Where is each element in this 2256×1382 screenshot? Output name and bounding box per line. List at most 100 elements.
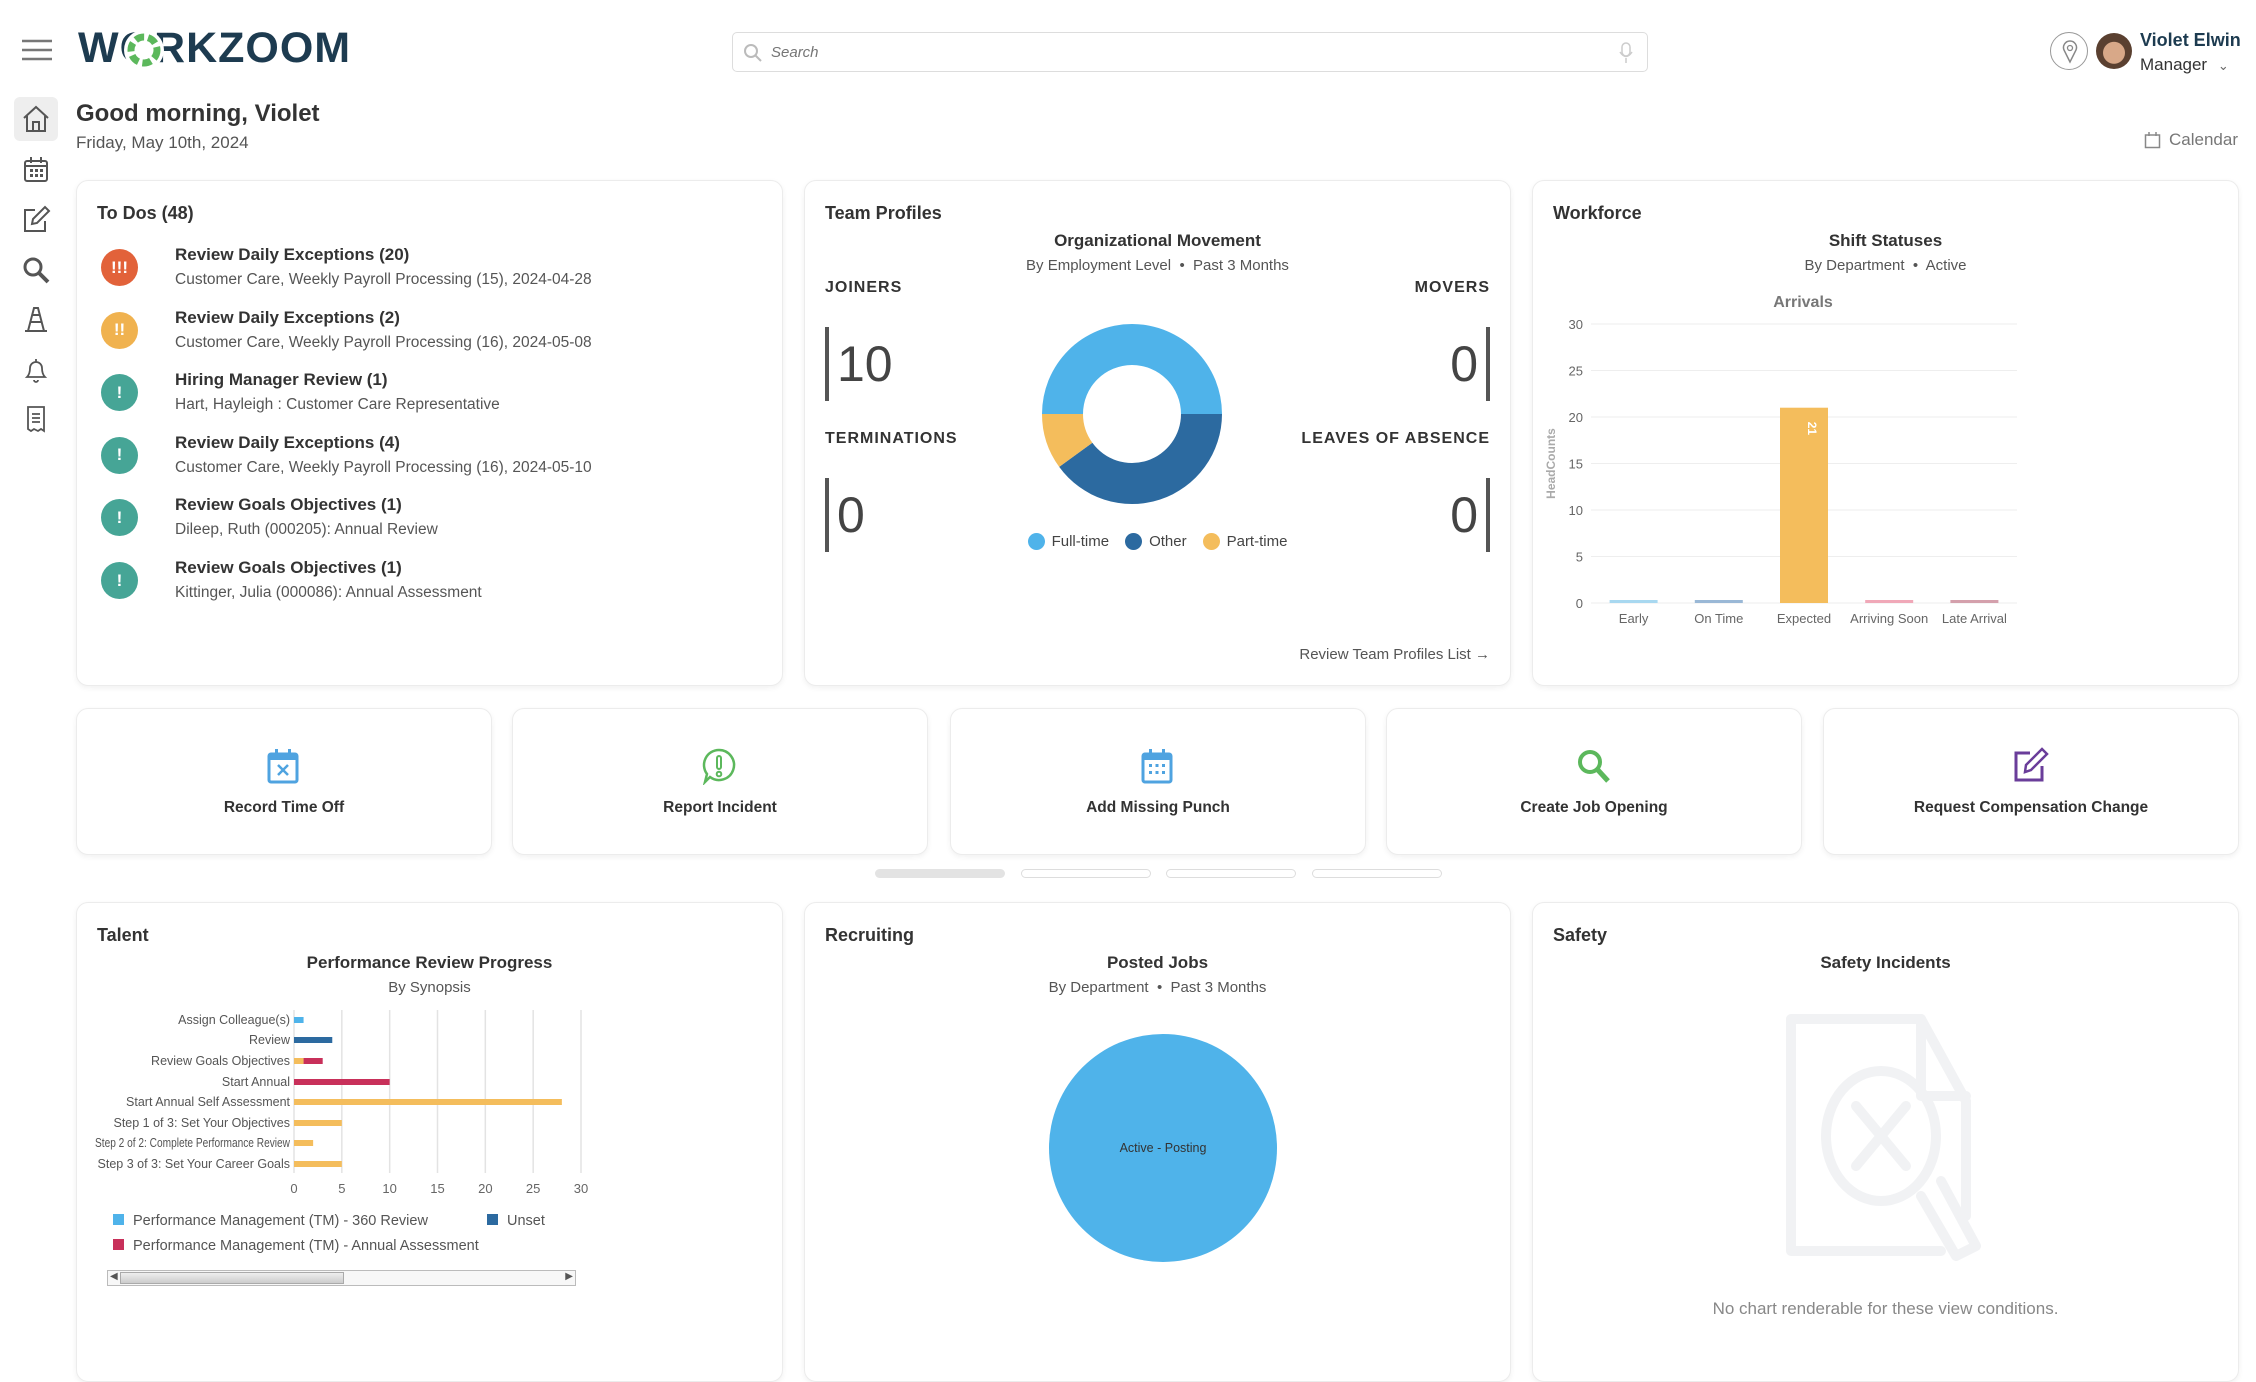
todo-item[interactable]: ! Review Goals Objectives (1) Kittinger,… — [97, 558, 757, 612]
edit-icon — [24, 205, 51, 232]
card-title: Safety — [1553, 925, 1608, 945]
legend-item[interactable]: Other — [1125, 533, 1187, 550]
terminations-value[interactable]: 0 — [825, 478, 865, 552]
quick-action-report-incident[interactable]: Report Incident — [512, 708, 928, 855]
scroll-left-arrow[interactable]: ◀ — [110, 1271, 118, 1282]
search-icon — [1578, 749, 1610, 783]
sidebar-item-reports[interactable] — [14, 397, 58, 441]
user-name: Violet Elwin — [2140, 30, 2241, 50]
pie-slice-active-posting — [1049, 1034, 1277, 1262]
quick-action-add-missing-punch[interactable]: Add Missing Punch — [950, 708, 1366, 855]
legend-label: Other — [1149, 533, 1187, 550]
card-title: Recruiting — [825, 925, 915, 945]
review-team-profiles-link[interactable]: Review Team Profiles List → — [1299, 646, 1490, 663]
x-tick-label: 0 — [290, 1181, 297, 1196]
carousel-page-indicator[interactable] — [1311, 869, 1442, 878]
todo-item[interactable]: !!! Review Daily Exceptions (20) Custome… — [97, 245, 757, 299]
logo: WORKZOOM — [78, 24, 350, 74]
posted-jobs-pie-chart: Active - Posting — [1049, 1034, 1277, 1262]
sidebar-item-notifications[interactable] — [14, 348, 58, 392]
pie-label: Active - Posting — [1120, 1141, 1207, 1155]
y-tick-label: 5 — [1576, 550, 1583, 565]
quick-action-record-time-off[interactable]: Record Time Off — [76, 708, 492, 855]
y-category-label: Step 2 of 2: Complete Performance Review — [95, 1136, 291, 1150]
safety-card: Safety Safety Incidents No chart rendera… — [1532, 902, 2239, 1382]
horizontal-scrollbar[interactable]: ◀ ▶ — [107, 1270, 576, 1286]
empty-chart-message: No chart renderable for these view condi… — [1712, 1299, 2059, 1318]
calendar-link[interactable]: Calendar — [2144, 130, 2238, 150]
movers-value[interactable]: 0 — [1450, 327, 1490, 401]
x-tick-label: Arriving Soon — [1850, 611, 1928, 626]
legend-item[interactable]: Full-time — [1027, 533, 1110, 550]
todo-item[interactable]: ! Hiring Manager Review (1) Hart, Haylei… — [97, 370, 757, 424]
leaves-value[interactable]: 0 — [1450, 478, 1490, 552]
data-label: 21 — [1805, 422, 1819, 436]
scroll-right-arrow[interactable]: ▶ — [565, 1271, 573, 1282]
y-tick-label: 25 — [1569, 364, 1583, 379]
todo-item[interactable]: !! Review Daily Exceptions (2) Customer … — [97, 308, 757, 362]
location-button[interactable] — [2050, 32, 2088, 70]
chart-title: Performance Review Progress — [306, 953, 553, 972]
microphone-icon[interactable] — [1619, 42, 1633, 64]
avatar[interactable] — [2096, 33, 2132, 69]
bar-segment — [294, 1058, 304, 1064]
card-title: Talent — [97, 925, 149, 945]
todo-item[interactable]: ! Review Goals Objectives (1) Dileep, Ru… — [97, 495, 757, 549]
y-category-label: Start Annual — [222, 1075, 290, 1089]
sidebar-item-calendar[interactable] — [14, 148, 58, 192]
joiners-value[interactable]: 10 — [825, 327, 893, 401]
legend-item[interactable]: Part-time — [1202, 533, 1287, 550]
x-tick-label: 20 — [478, 1181, 492, 1196]
sidebar-item-safety[interactable] — [14, 297, 58, 341]
y-category-label: Review — [249, 1033, 291, 1047]
carousel-page-indicator[interactable] — [1020, 869, 1151, 878]
x-tick-label: Early — [1619, 611, 1649, 626]
priority-badge: ! — [101, 374, 138, 412]
edit-icon — [2014, 746, 2049, 781]
todo-subtitle: Dileep, Ruth (000205): Annual Review — [175, 521, 438, 539]
quick-action-request-compensation-change[interactable]: Request Compensation Change — [1823, 708, 2239, 855]
chevron-down-icon: ⌄ — [2217, 58, 2229, 73]
sidebar-item-search[interactable] — [14, 248, 58, 292]
priority-badge: ! — [101, 499, 138, 537]
search-bar[interactable] — [732, 32, 1648, 72]
todos-card: To Dos (48) !!! Review Daily Exceptions … — [76, 180, 783, 686]
todo-title: Review Daily Exceptions (4) — [175, 432, 400, 452]
y-tick-label: 15 — [1569, 457, 1583, 472]
no-data-document-search-icon — [1786, 1014, 1981, 1261]
bar-segment — [294, 1120, 342, 1126]
legend-label: Full-time — [1051, 533, 1110, 550]
donut-legend: Full-time Other Part-time — [805, 533, 1510, 555]
legend-swatch — [1202, 533, 1220, 550]
quick-action-label: Add Missing Punch — [1086, 798, 1230, 816]
scrollbar-thumb[interactable] — [120, 1272, 344, 1284]
arrivals-bar-chart: Arrivals 0 5 10 15 20 25 30 HeadCounts Early On Ti… — [1544, 294, 2017, 626]
sidebar-item-edit[interactable] — [14, 198, 58, 242]
chart-title: Shift Statuses — [1828, 231, 1943, 250]
sidebar-item-home[interactable] — [14, 97, 58, 141]
carousel-page-indicator[interactable] — [875, 869, 1005, 878]
chart-title: Safety Incidents — [1820, 953, 1951, 972]
subtitle-part: Past 3 Months — [1193, 257, 1289, 274]
todo-title: Review Daily Exceptions (2) — [175, 307, 400, 327]
x-tick-label: 10 — [382, 1181, 396, 1196]
x-tick-label: 25 — [526, 1181, 540, 1196]
todo-item[interactable]: ! Review Daily Exceptions (4) Customer C… — [97, 433, 757, 487]
search-input[interactable] — [771, 39, 1591, 65]
card-title: Workforce — [1553, 203, 1642, 223]
carousel-page-indicator[interactable] — [1166, 869, 1296, 878]
y-category-label: Step 3 of 3: Set Your Career Goals — [98, 1157, 290, 1171]
user-role-dropdown[interactable]: Manager ⌄ — [2140, 55, 2229, 75]
bar-late-arrival — [1950, 600, 1999, 603]
receipt-icon — [27, 406, 45, 433]
bar-on-time — [1694, 600, 1743, 603]
y-tick-label: 0 — [1576, 596, 1583, 611]
todo-subtitle: Customer Care, Weekly Payroll Processing… — [175, 271, 592, 288]
legend-swatch — [1027, 533, 1045, 550]
movers-label: MOVERS — [1414, 279, 1490, 296]
calendar-link-label: Calendar — [2169, 130, 2238, 149]
quick-action-label: Report Incident — [663, 798, 777, 816]
y-tick-label: 10 — [1569, 503, 1583, 518]
quick-action-create-job-opening[interactable]: Create Job Opening — [1386, 708, 1802, 855]
menu-button[interactable] — [22, 38, 52, 62]
